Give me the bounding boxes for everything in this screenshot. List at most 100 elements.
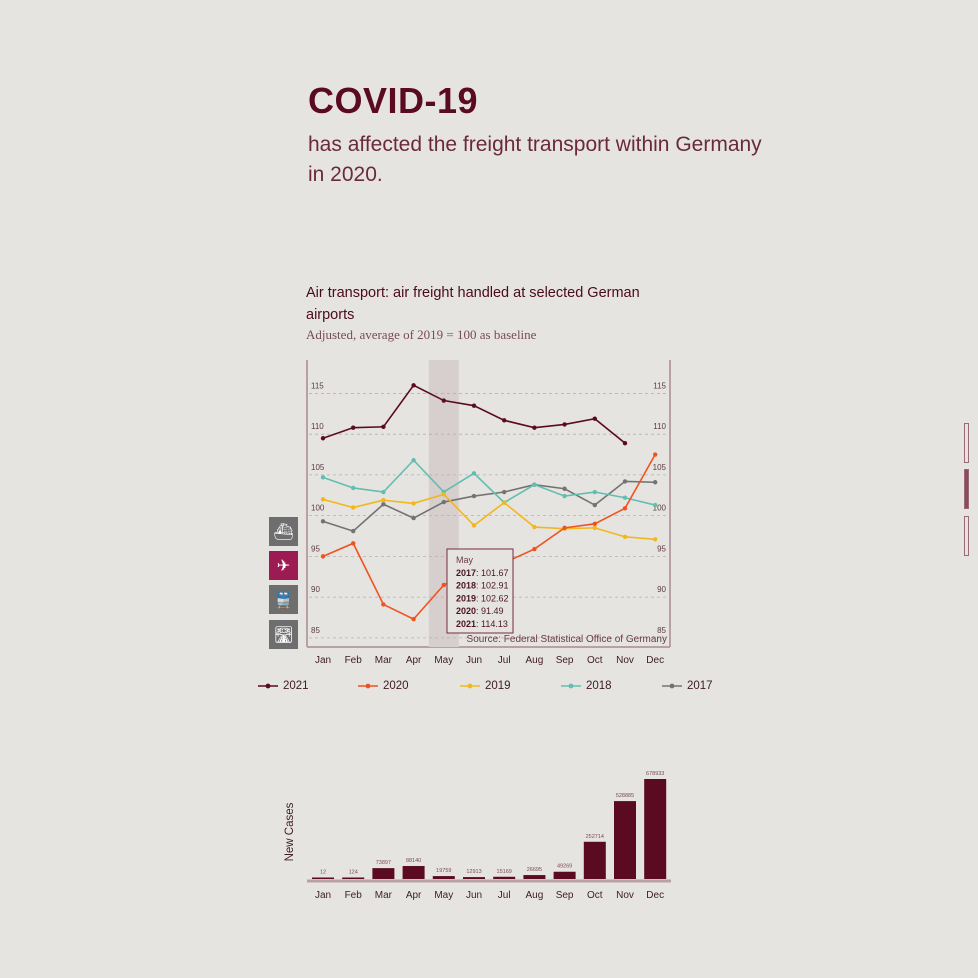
side-nav-item[interactable] — [964, 469, 969, 509]
data-point-2017 — [441, 499, 446, 505]
data-point-2021 — [320, 436, 326, 441]
data-point-2018 — [562, 493, 567, 499]
data-point-2019 — [351, 505, 356, 510]
data-point-2018 — [320, 475, 326, 480]
bar-Oct — [583, 841, 606, 879]
legend-swatch — [358, 683, 378, 689]
data-point-2020 — [411, 616, 416, 622]
train-icon: 🚆 — [273, 590, 294, 609]
data-point-2020 — [562, 525, 567, 531]
bar-value-label: 124 — [349, 870, 358, 876]
data-point-2020 — [653, 452, 658, 457]
legend-swatch — [561, 683, 581, 689]
chart-title-line1: Air transport: air freight handled at se… — [306, 285, 640, 301]
bar-value-label: 73897 — [376, 860, 391, 866]
y-tick-label-right: 105 — [653, 463, 667, 472]
data-point-2021 — [622, 440, 628, 446]
x-tick-label: Oct — [587, 655, 603, 666]
bar-value-label: 26695 — [527, 867, 542, 873]
legend-item-2021[interactable]: 2021 — [258, 680, 309, 692]
x-tick-label: Jul — [498, 655, 511, 666]
legend-label: 2018 — [586, 680, 612, 692]
y-tick-label-left: 95 — [311, 544, 320, 553]
plane-mode-button[interactable]: ✈ — [269, 551, 298, 580]
legend-item-2020[interactable]: 2020 — [358, 680, 409, 692]
data-point-2019 — [622, 534, 628, 540]
bar-x-tick-label: Dec — [646, 890, 664, 901]
data-point-2021 — [411, 383, 416, 388]
bar-x-tick-label: Sep — [556, 890, 574, 901]
data-point-2018 — [411, 458, 416, 463]
data-point-2020 — [532, 546, 537, 552]
data-point-2019 — [411, 501, 416, 506]
road-mode-button[interactable]: 🛣 — [269, 620, 298, 649]
bar-value-label: 49269 — [557, 864, 572, 870]
side-nav-item[interactable] — [964, 516, 969, 556]
bar-x-tick-label: Jun — [466, 890, 482, 901]
bar-value-label: 88140 — [406, 858, 421, 864]
bar-chart-ylabel: New Cases — [284, 802, 296, 861]
legend-swatch — [258, 683, 278, 689]
x-tick-label: Dec — [646, 655, 664, 666]
series-line-2018 — [322, 459, 656, 506]
x-tick-label: Feb — [345, 655, 363, 666]
data-point-2020 — [592, 521, 597, 526]
tooltip-row: 2020: 91.49 — [456, 606, 504, 616]
data-point-2017 — [381, 502, 386, 507]
bar-value-label: 528885 — [616, 793, 634, 799]
data-point-2018 — [653, 502, 658, 508]
y-tick-label-left: 105 — [311, 463, 325, 472]
data-point-2019 — [381, 497, 386, 503]
y-tick-label-left: 110 — [311, 422, 324, 431]
x-tick-label: Sep — [556, 655, 574, 666]
x-tick-label: Mar — [375, 655, 393, 666]
train-mode-button[interactable]: 🚆 — [269, 585, 298, 614]
page-title: COVID-19 — [308, 80, 479, 121]
legend-label: 2017 — [687, 680, 713, 692]
legend-item-2017[interactable]: 2017 — [662, 680, 713, 692]
bar-value-label: 252714 — [586, 834, 604, 840]
y-tick-label-right: 110 — [653, 422, 666, 431]
bar-x-tick-label: Aug — [526, 890, 544, 901]
data-point-2021 — [532, 425, 537, 430]
data-point-2018 — [592, 489, 597, 495]
tooltip-row: 2019: 102.62 — [456, 593, 509, 603]
x-tick-label: Nov — [616, 655, 634, 666]
data-point-2017 — [351, 528, 356, 534]
data-point-2018 — [351, 485, 356, 491]
data-point-2020 — [381, 602, 386, 607]
data-point-2021 — [471, 403, 477, 408]
page-subtitle: has affected the freight transport withi… — [308, 130, 768, 190]
x-tick-label: Aug — [526, 655, 544, 666]
bar-Nov — [614, 801, 636, 879]
data-point-2021 — [381, 424, 386, 430]
x-tick-label: Apr — [406, 655, 422, 666]
x-tick-label: Jun — [466, 655, 482, 666]
legend-label: 2021 — [283, 680, 309, 692]
data-point-2021 — [351, 425, 356, 430]
ship-mode-button[interactable]: ⛴ — [269, 517, 298, 546]
legend-item-2019[interactable]: 2019 — [460, 680, 511, 692]
data-point-2020 — [320, 554, 326, 559]
data-point-2020 — [622, 506, 628, 511]
tooltip-row: 2018: 102.91 — [456, 581, 509, 591]
bar-x-tick-label: Mar — [375, 890, 393, 901]
y-tick-label-right: 100 — [653, 504, 667, 513]
bar-Sep — [553, 871, 576, 879]
bar-Dec — [644, 779, 667, 879]
bar-Jul — [493, 876, 516, 879]
y-tick-label-left: 90 — [311, 585, 320, 594]
y-tick-label-right: 90 — [657, 585, 666, 594]
legend-item-2018[interactable]: 2018 — [561, 680, 612, 692]
bar-Jan — [312, 877, 334, 879]
data-point-2018 — [532, 482, 537, 487]
bar-May — [432, 876, 455, 879]
data-point-2017 — [411, 515, 416, 521]
data-point-2017 — [653, 480, 658, 485]
data-point-2018 — [622, 495, 628, 500]
side-nav-item[interactable] — [964, 423, 969, 463]
data-point-2021 — [562, 422, 567, 427]
data-point-2019 — [320, 497, 326, 502]
bar-value-label: 19759 — [436, 868, 451, 874]
legend-label: 2020 — [383, 680, 409, 692]
